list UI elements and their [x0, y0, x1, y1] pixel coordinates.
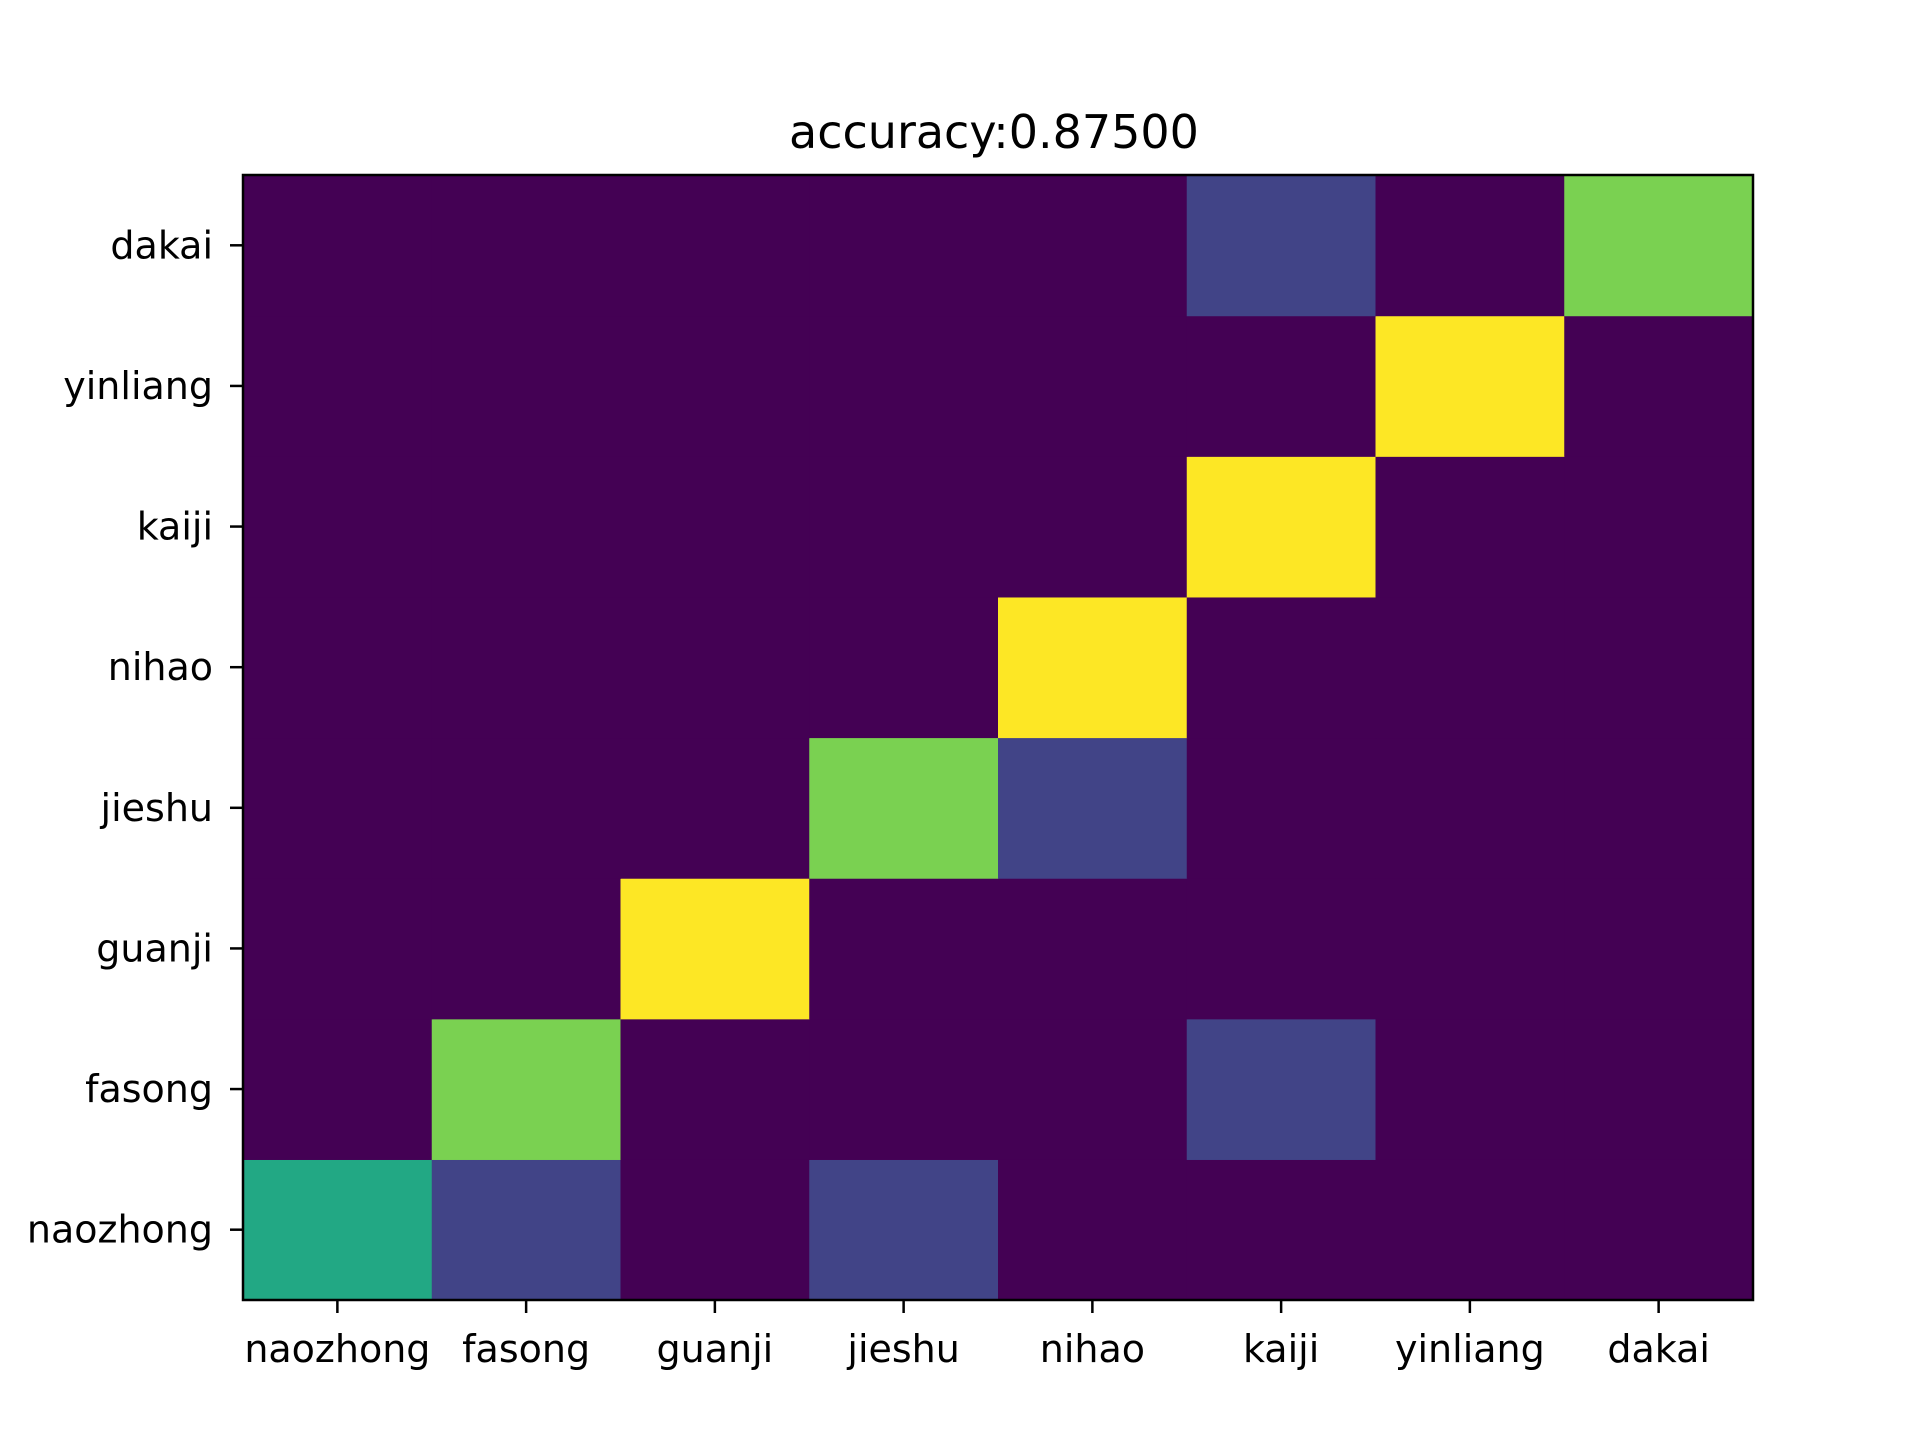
heatmap-cell-yinliang-kaiji — [1186, 315, 1377, 457]
heatmap-cell-fasong-fasong — [431, 1018, 622, 1160]
x-tick-label: fasong — [462, 1327, 590, 1371]
y-tick-label: fasong — [85, 1067, 213, 1111]
heatmap-cell-yinliang-naozhong — [243, 315, 433, 457]
heatmap-cell-fasong-nihao — [998, 1018, 1188, 1160]
heatmap-cell-jieshu-fasong — [431, 737, 622, 879]
heatmap-cell-guanji-dakai — [1564, 878, 1754, 1020]
x-tick-label: naozhong — [244, 1327, 430, 1371]
heatmap-cell-fasong-naozhong — [243, 1018, 433, 1160]
x-tick-label: yinliang — [1395, 1327, 1545, 1371]
heatmap-cell-yinliang-fasong — [431, 315, 622, 457]
plot-frame — [241, 173, 1755, 1302]
heatmap-cell-nihao-yinliang — [1375, 596, 1565, 739]
heatmap-cell-jieshu-yinliang — [1375, 737, 1565, 879]
heatmap-cell-dakai-nihao — [998, 175, 1188, 317]
x-axis-ticks: naozhong fasong guanji jieshu nihao kaiji yinl… — [244, 1300, 1710, 1371]
x-tick-label: guanji — [657, 1327, 774, 1371]
heatmap-cell-kaiji-kaiji — [1186, 456, 1377, 598]
heatmap-cell-nihao-nihao — [998, 596, 1188, 739]
heatmap-cells — [243, 175, 1754, 1301]
heatmap-cell-jieshu-kaiji — [1186, 737, 1377, 879]
y-tick-label: dakai — [110, 223, 213, 267]
heatmap-cell-dakai-jieshu — [809, 175, 999, 317]
heatmap-cell-kaiji-nihao — [998, 456, 1188, 598]
heatmap-cell-fasong-guanji — [620, 1018, 810, 1160]
heatmap-cell-kaiji-guanji — [620, 456, 810, 598]
heatmap-cell-kaiji-naozhong — [243, 456, 433, 598]
heatmap-cell-nihao-jieshu — [809, 596, 999, 739]
heatmap-cell-dakai-guanji — [620, 175, 810, 317]
heatmap-cell-jieshu-guanji — [620, 737, 810, 879]
heatmap-cell-naozhong-nihao — [998, 1159, 1188, 1301]
heatmap-cell-naozhong-dakai — [1564, 1159, 1754, 1301]
y-tick-label: guanji — [96, 926, 213, 970]
y-tick-label: jieshu — [100, 786, 213, 830]
y-tick-label: nihao — [108, 645, 213, 689]
x-tick-label: nihao — [1040, 1327, 1145, 1371]
heatmap-cell-fasong-jieshu — [809, 1018, 999, 1160]
heatmap-cell-kaiji-yinliang — [1375, 456, 1565, 598]
heatmap-cell-jieshu-dakai — [1564, 737, 1754, 879]
heatmap-cell-yinliang-guanji — [620, 315, 810, 457]
heatmap-cell-kaiji-fasong — [431, 456, 622, 598]
x-tick-label: jieshu — [846, 1327, 959, 1371]
heatmap-cell-guanji-nihao — [998, 878, 1188, 1020]
y-tick-label: kaiji — [137, 505, 213, 549]
heatmap-cell-dakai-dakai — [1564, 175, 1754, 317]
heatmap-cell-yinliang-jieshu — [809, 315, 999, 457]
heatmap-cell-guanji-guanji — [620, 878, 810, 1020]
heatmap-cell-nihao-kaiji — [1186, 596, 1377, 739]
heatmap-cell-kaiji-jieshu — [809, 456, 999, 598]
heatmap-cell-naozhong-jieshu — [809, 1159, 999, 1301]
x-tick-label: kaiji — [1243, 1327, 1319, 1371]
heatmap-cell-fasong-dakai — [1564, 1018, 1754, 1160]
heatmap-cell-fasong-yinliang — [1375, 1018, 1565, 1160]
heatmap-cell-jieshu-naozhong — [243, 737, 433, 879]
heatmap-cell-nihao-fasong — [431, 596, 622, 739]
heatmap-cell-dakai-fasong — [431, 175, 622, 317]
heatmap-cell-naozhong-kaiji — [1186, 1159, 1377, 1301]
heatmap-cell-nihao-dakai — [1564, 596, 1754, 739]
x-tick-label: dakai — [1607, 1327, 1710, 1371]
heatmap-cell-naozhong-guanji — [620, 1159, 810, 1301]
heatmap-cell-naozhong-naozhong — [243, 1159, 433, 1301]
y-tick-label: yinliang — [63, 364, 213, 408]
heatmap-cell-dakai-naozhong — [243, 175, 433, 317]
heatmap-cell-fasong-kaiji — [1186, 1018, 1377, 1160]
heatmap-cell-guanji-fasong — [431, 878, 622, 1020]
y-axis-ticks: naozhong fasong guanji jieshu nihao kaiji yinl… — [27, 223, 243, 1252]
heatmap-cell-yinliang-nihao — [998, 315, 1188, 457]
heatmap-cell-guanji-kaiji — [1186, 878, 1377, 1020]
chart-title: accuracy:0.87500 — [789, 105, 1199, 159]
heatmap-cell-jieshu-nihao — [998, 737, 1188, 879]
heatmap-cell-naozhong-fasong — [431, 1159, 622, 1301]
heatmap-cell-jieshu-jieshu — [809, 737, 999, 879]
heatmap-cell-guanji-jieshu — [809, 878, 999, 1020]
heatmap-cell-naozhong-yinliang — [1375, 1159, 1565, 1301]
heatmap-cell-guanji-naozhong — [243, 878, 433, 1020]
heatmap-cell-nihao-naozhong — [243, 596, 433, 739]
heatmap-cell-guanji-yinliang — [1375, 878, 1565, 1020]
heatmap-cell-kaiji-dakai — [1564, 456, 1754, 598]
heatmap-cell-nihao-guanji — [620, 596, 810, 739]
heatmap-cell-yinliang-yinliang — [1375, 315, 1565, 457]
y-tick-label: naozhong — [27, 1208, 213, 1252]
heatmap-cell-dakai-kaiji — [1186, 175, 1377, 317]
heatmap-cell-dakai-yinliang — [1375, 175, 1565, 317]
heatmap-cell-yinliang-dakai — [1564, 315, 1754, 457]
